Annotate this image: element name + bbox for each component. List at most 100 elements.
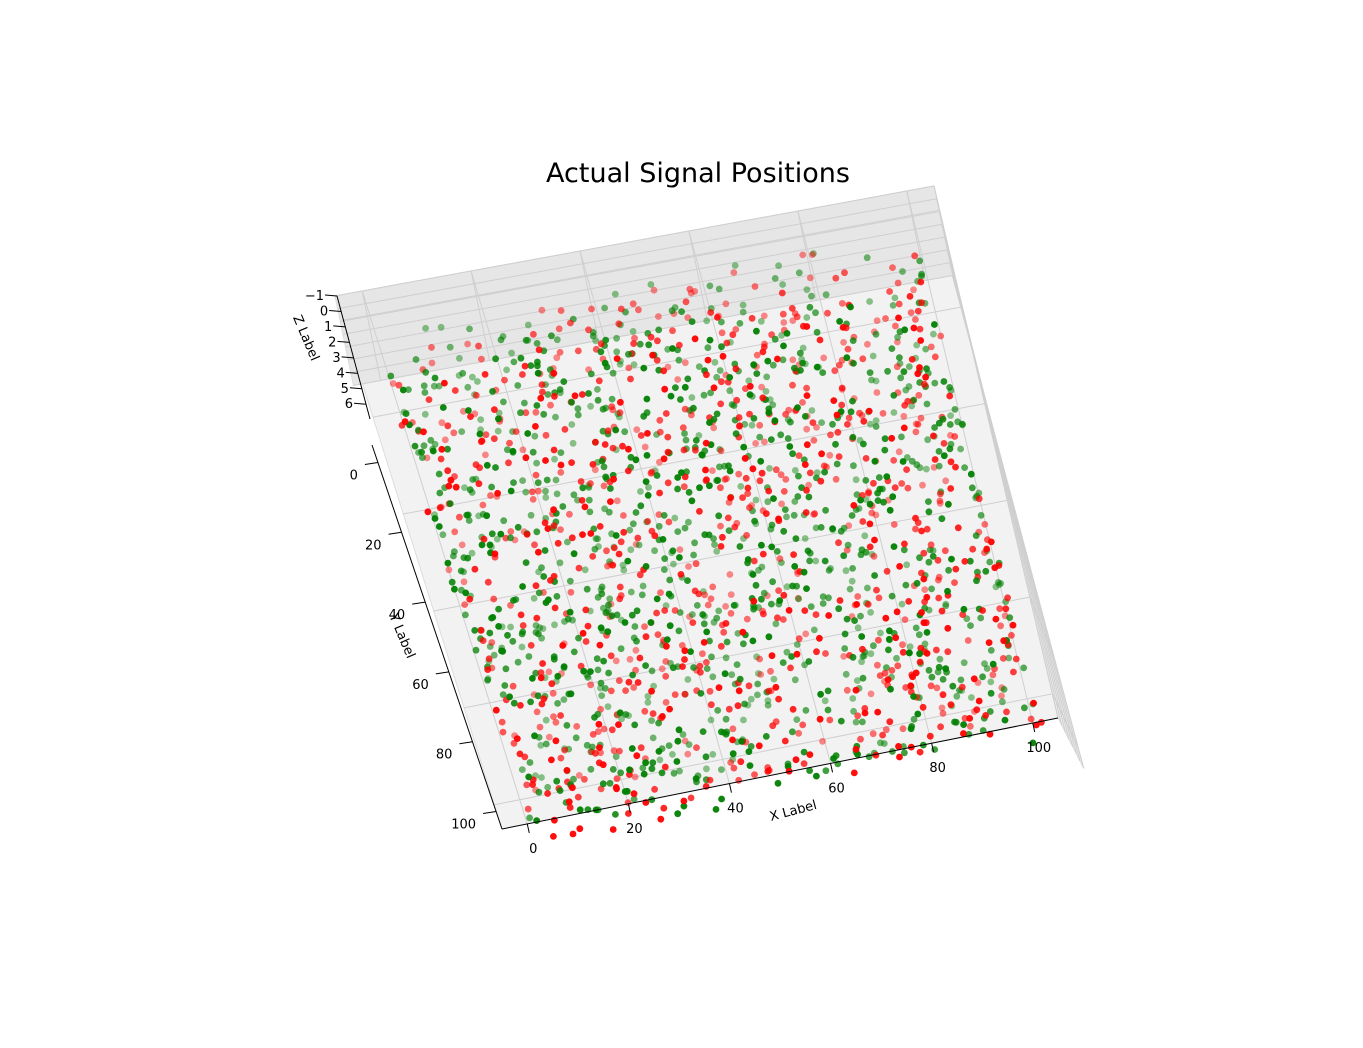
data-point <box>506 439 513 447</box>
data-point <box>935 573 943 581</box>
data-point <box>661 385 669 393</box>
data-point <box>661 607 669 614</box>
data-point <box>711 358 719 366</box>
data-point <box>666 576 674 584</box>
data-point <box>601 441 609 448</box>
data-point <box>431 440 439 448</box>
data-point <box>859 645 866 653</box>
data-point <box>700 639 708 646</box>
data-point <box>428 359 436 367</box>
data-point <box>849 337 857 344</box>
data-point <box>747 743 755 750</box>
data-point <box>944 624 952 632</box>
data-point <box>893 654 900 662</box>
data-point <box>706 482 713 490</box>
z-tick <box>353 402 367 405</box>
data-point <box>781 737 789 745</box>
data-point <box>545 733 553 741</box>
data-point <box>825 594 832 602</box>
data-point <box>587 530 595 537</box>
data-point <box>882 726 890 734</box>
data-point <box>466 486 474 494</box>
data-point <box>619 442 626 450</box>
data-point <box>706 419 713 426</box>
data-point <box>835 605 843 613</box>
data-point <box>838 401 846 409</box>
data-point <box>801 607 809 614</box>
data-point <box>825 612 833 619</box>
data-point <box>550 655 558 663</box>
data-point <box>643 395 651 403</box>
data-point <box>542 487 549 495</box>
data-point <box>791 467 799 474</box>
data-point <box>589 731 597 738</box>
data-point <box>958 420 966 428</box>
data-point <box>746 762 754 769</box>
data-point <box>933 646 940 654</box>
data-point <box>533 402 541 409</box>
data-point <box>819 738 826 745</box>
data-point <box>643 452 651 459</box>
data-point <box>597 785 605 793</box>
data-point <box>923 525 931 533</box>
data-point <box>681 647 689 655</box>
data-point <box>585 326 592 334</box>
data-point <box>435 470 443 478</box>
data-point <box>713 614 721 622</box>
data-point <box>575 772 583 779</box>
data-point <box>576 806 584 814</box>
data-point <box>674 810 682 818</box>
data-point <box>534 487 542 495</box>
data-point <box>952 463 959 471</box>
data-point <box>812 611 820 618</box>
data-point <box>675 356 683 364</box>
data-point <box>422 368 430 376</box>
data-point <box>824 309 831 317</box>
data-point <box>858 633 866 640</box>
data-point <box>925 498 932 505</box>
data-point <box>519 583 526 590</box>
data-point <box>809 419 817 426</box>
data-point <box>613 497 621 505</box>
data-point <box>925 508 933 516</box>
data-point <box>999 655 1007 662</box>
data-point <box>891 484 899 491</box>
data-point <box>550 446 558 454</box>
data-point <box>947 458 955 466</box>
data-point <box>846 585 854 593</box>
data-point <box>691 335 699 343</box>
data-point <box>560 663 568 671</box>
data-point <box>859 674 867 682</box>
data-point <box>616 409 624 417</box>
data-point <box>772 620 780 628</box>
data-point <box>744 484 752 492</box>
data-point <box>639 764 647 772</box>
z-tick-label: 2 <box>328 335 336 350</box>
data-point <box>589 461 597 468</box>
data-point <box>591 545 599 553</box>
data-point <box>525 653 533 660</box>
data-point <box>535 589 543 597</box>
data-point <box>795 595 802 603</box>
data-point <box>669 751 676 758</box>
data-point <box>529 448 537 456</box>
data-point <box>886 506 894 514</box>
data-point <box>735 470 743 478</box>
data-point <box>842 567 850 575</box>
data-point <box>778 289 786 297</box>
data-point <box>650 286 658 294</box>
data-point <box>613 775 621 782</box>
data-point <box>719 352 727 360</box>
data-point <box>552 737 560 745</box>
data-point <box>879 731 886 739</box>
data-point <box>915 391 923 399</box>
data-point <box>540 695 548 703</box>
data-point <box>587 370 595 378</box>
data-point <box>666 622 674 630</box>
data-point <box>918 299 925 307</box>
data-point <box>838 300 846 307</box>
data-point <box>854 624 862 632</box>
data-point <box>607 485 614 492</box>
data-point <box>557 469 565 476</box>
data-point <box>926 546 934 554</box>
